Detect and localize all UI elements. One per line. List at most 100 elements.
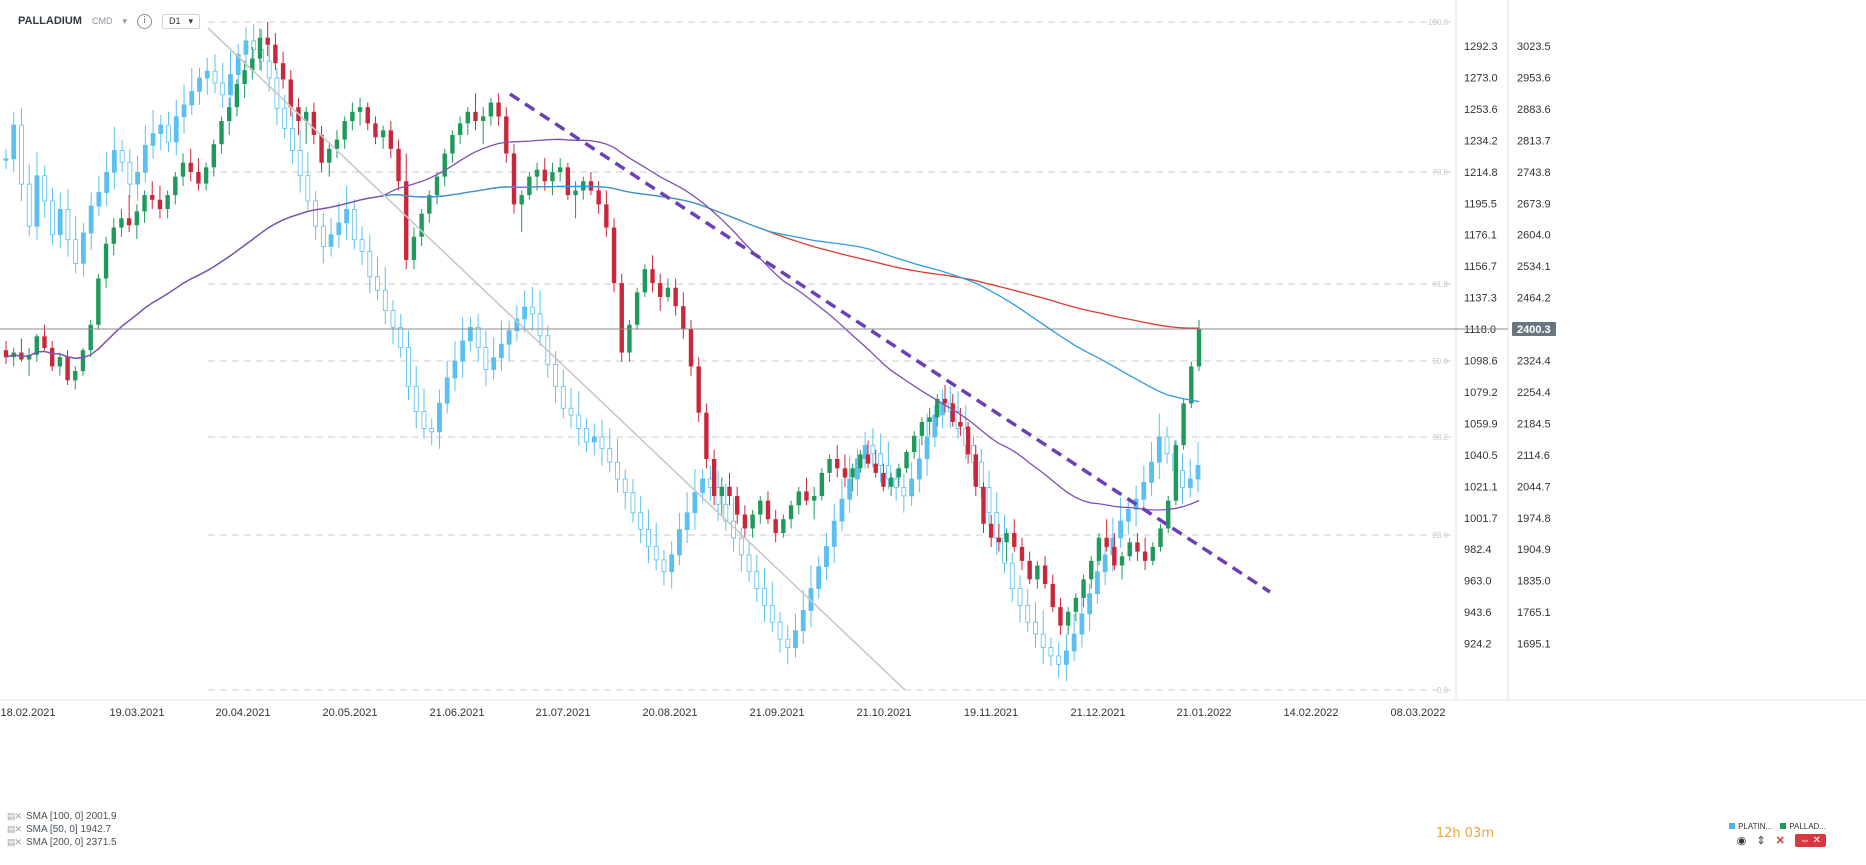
- palladium-candle: [303, 111, 309, 122]
- x-tick-label: 21.10.2021: [856, 707, 911, 719]
- platinum-candle: [1149, 461, 1154, 483]
- indicator-legend: ▤✕ SMA [100, 0] 2001.9 ▤✕ SMA [50, 0] 19…: [7, 810, 117, 849]
- platinum-candle: [1118, 520, 1123, 539]
- palladium-candle: [1166, 500, 1171, 529]
- palladium-candle: [988, 523, 994, 538]
- palladium-candle: [203, 167, 209, 184]
- platinum-series: [3, 24, 1201, 682]
- palladium-candle: [80, 350, 86, 372]
- platinum-candle: [816, 566, 822, 589]
- platinum-candle: [166, 124, 171, 143]
- palladium-candle: [396, 148, 401, 182]
- palladium-candle: [434, 176, 440, 196]
- palladium-candle: [965, 426, 971, 455]
- palladium-candle: [1012, 533, 1017, 547]
- palladium-candle: [765, 500, 771, 520]
- palladium-candle: [1173, 445, 1179, 501]
- platinum-candle: [924, 436, 930, 460]
- settings-icon[interactable]: ▤✕: [7, 837, 22, 847]
- platinum-candle: [135, 171, 140, 185]
- palladium-candle: [742, 514, 748, 529]
- palladium-candle: [327, 148, 332, 163]
- legend-item-palladium[interactable]: PALLAD...: [1780, 822, 1826, 831]
- y-tick-right: 3023.5: [1517, 41, 1551, 53]
- fib-level-label: 50.0: [1432, 357, 1448, 366]
- palladium-candle: [996, 537, 1002, 543]
- symbol-name[interactable]: PALLADIUM: [18, 15, 82, 27]
- fib-level-label: 78.6: [1432, 168, 1448, 177]
- platinum-candle: [119, 150, 125, 163]
- palladium-candle: [250, 58, 255, 71]
- platinum-candle: [42, 175, 48, 202]
- palladium-candle: [650, 269, 655, 284]
- indicator-row[interactable]: ▤✕ SMA [100, 0] 2001.9: [7, 810, 117, 823]
- y-tick-left: 1021.1: [1464, 481, 1498, 493]
- platinum-candle: [468, 326, 473, 342]
- remove-button[interactable]: ⇔ ✕: [1794, 834, 1826, 847]
- platinum-candle: [297, 150, 303, 177]
- platinum-candle: [1141, 481, 1147, 500]
- platinum-candle: [413, 385, 419, 413]
- palladium-candle: [711, 459, 717, 497]
- chevron-down-icon: ▾: [188, 15, 194, 26]
- platinum-candle: [615, 461, 620, 480]
- fib-level-label: 61.8: [1432, 280, 1448, 289]
- palladium-candle: [896, 468, 902, 478]
- palladium-candle: [450, 134, 455, 154]
- platinum-candle: [986, 487, 992, 514]
- palladium-candle: [796, 491, 801, 506]
- platinum-candle: [994, 512, 1000, 539]
- x-tick-label: 21.09.2021: [749, 707, 804, 719]
- platinum-candle: [1079, 613, 1085, 635]
- y-tick-right: 2044.7: [1517, 481, 1551, 493]
- sort-icon[interactable]: ⇕: [1756, 835, 1766, 847]
- palladium-candle: [681, 306, 686, 330]
- palladium-candle: [835, 459, 840, 469]
- palladium-candle: [658, 283, 663, 297]
- legend-item-platinum[interactable]: PLATIN...: [1729, 822, 1772, 831]
- timer-hours: 12: [1435, 826, 1453, 841]
- close-icon[interactable]: ✕: [1775, 835, 1785, 847]
- indicator-label: SMA [100, 0] 2001.9: [26, 811, 117, 822]
- platinum-candle: [738, 537, 744, 556]
- palladium-candle: [850, 468, 855, 478]
- y-tick-right: 1974.8: [1517, 513, 1551, 525]
- x-tick-label: 20.04.2021: [215, 707, 270, 719]
- info-icon[interactable]: i: [137, 13, 152, 29]
- platinum-candle: [932, 414, 938, 438]
- chevron-down-icon[interactable]: ▾: [122, 15, 127, 26]
- platinum-candle: [855, 458, 860, 480]
- palladium-candle: [888, 477, 894, 487]
- platinum-candle: [3, 158, 9, 161]
- platinum-candle: [537, 313, 543, 337]
- platinum-candle: [158, 124, 164, 134]
- y-tick-left: 1040.5: [1464, 450, 1498, 462]
- palladium-candle: [350, 111, 355, 122]
- indicator-label: SMA [200, 0] 2371.5: [26, 837, 117, 848]
- platinum-candle: [916, 458, 922, 480]
- palladium-candle: [565, 167, 571, 196]
- y-tick-left: 943.6: [1464, 607, 1492, 619]
- fib-level-label: 23.6: [1432, 531, 1448, 540]
- palladium-candle: [165, 195, 170, 210]
- settings-icon[interactable]: ▤✕: [7, 811, 22, 821]
- platinum-candle: [839, 498, 845, 522]
- y-tick-right: 1695.1: [1517, 639, 1551, 651]
- palladium-candle: [273, 44, 278, 64]
- platinum-candle: [723, 503, 729, 522]
- palladium-candle: [1065, 611, 1071, 626]
- y-tick-left: 1234.2: [1464, 135, 1498, 147]
- settings-icon[interactable]: ▤✕: [7, 824, 22, 834]
- palladium-candle: [950, 403, 955, 422]
- palladium-candle: [180, 162, 186, 177]
- palladium-candle: [496, 102, 501, 117]
- indicator-row[interactable]: ▤✕ SMA [50, 0] 1942.7: [7, 823, 117, 836]
- legend-label: PLATIN...: [1738, 822, 1773, 831]
- interval-select[interactable]: D1 ▾: [162, 13, 201, 29]
- indicator-row[interactable]: ▤✕ SMA [200, 0] 2371.5: [7, 836, 117, 849]
- platinum-candle: [437, 402, 442, 433]
- platinum-candle: [50, 200, 55, 236]
- eye-icon[interactable]: ◉: [1736, 835, 1747, 847]
- platinum-candle: [498, 343, 504, 359]
